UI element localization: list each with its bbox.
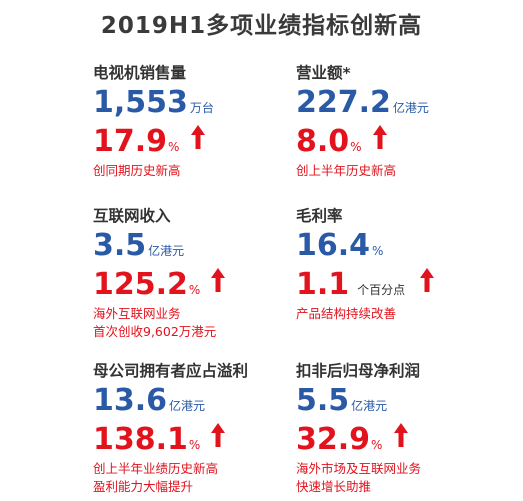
metric-note-line: 创上半年历史新高	[296, 163, 397, 178]
metric-value-row: 227.2 亿港元	[296, 84, 523, 122]
metric-note: 海外互联网业务 首次创收9,602万港元	[93, 305, 328, 341]
metric-value: 5.5	[296, 383, 350, 418]
up-arrow-icon	[211, 422, 226, 462]
metric-internet-revenue: 互联网收入 3.5 亿港元 125.2% 海外互联网业务 首次创收9,602万港元	[93, 205, 328, 341]
metric-note-line: 海外互联网业务	[93, 306, 181, 321]
metric-note-line: 创同期历史新高	[93, 163, 181, 178]
metric-growth: 8.0	[296, 124, 350, 159]
metric-growth-unit: %	[188, 438, 201, 452]
up-arrow-icon	[190, 124, 205, 164]
metric-growth: 1.1	[296, 267, 350, 302]
metric-growth-unit: %	[168, 140, 180, 154]
metric-growth-row: 8.0%	[296, 122, 523, 162]
metric-label: 母公司拥有者应占溢利	[93, 362, 249, 380]
metric-value-unit: 亿港元	[148, 244, 185, 258]
metric-label: 毛利率	[296, 207, 343, 225]
metric-value: 13.6	[93, 383, 168, 418]
metric-note: 创上半年历史新高	[296, 162, 523, 180]
metric-net-profit: 扣非后归母净利润 5.5 亿港元 32.9% 海外市场及互联网业务 快速增长助推	[296, 360, 523, 496]
metric-label: 电视机销售量	[93, 64, 187, 82]
metric-note-line: 首次创收9,602万港元	[93, 324, 217, 339]
metric-note-line: 海外市场及互联网业务	[296, 461, 422, 476]
metric-value-row: 1,553 万台	[93, 84, 328, 122]
metric-growth-row: 17.9%	[93, 122, 328, 162]
metric-value: 1,553	[93, 85, 188, 120]
metric-growth-row: 1.1 个百分点	[296, 265, 523, 305]
metric-note-line: 快速增长助推	[296, 479, 372, 494]
metric-note-line: 盈利能力大幅提升	[93, 479, 194, 494]
metric-value-row: 3.5 亿港元	[93, 227, 328, 265]
metric-note-line: 创上半年业绩历史新高	[93, 461, 219, 476]
metric-gross-margin: 毛利率 16.4% 1.1 个百分点 产品结构持续改善	[296, 205, 523, 323]
metric-value-row: 16.4%	[296, 227, 523, 265]
metric-growth-row: 32.9%	[296, 420, 523, 460]
metric-value: 3.5	[93, 228, 147, 263]
up-arrow-icon	[211, 267, 226, 307]
metric-value: 227.2	[296, 85, 391, 120]
metric-growth-unit: %	[371, 438, 383, 452]
metric-value-unit: %	[372, 244, 384, 258]
metric-label: 互联网收入	[93, 207, 171, 225]
metric-note: 产品结构持续改善	[296, 305, 523, 323]
metric-note-line: 产品结构持续改善	[296, 306, 397, 321]
metric-profit-attributable: 母公司拥有者应占溢利 13.6 亿港元 138.1% 创上半年业绩历史新高 盈利能…	[93, 360, 328, 496]
metric-label: 扣非后归母净利润	[296, 362, 421, 380]
metric-growth-unit: %	[188, 283, 201, 297]
metric-value-row: 5.5 亿港元	[296, 382, 523, 420]
metric-growth-row: 125.2%	[93, 265, 328, 305]
metric-note: 创上半年业绩历史新高 盈利能力大幅提升	[93, 460, 328, 496]
up-arrow-icon	[393, 422, 408, 462]
metric-growth: 17.9	[93, 124, 168, 159]
metric-growth: 125.2	[93, 267, 188, 302]
metric-tv-sales: 电视机销售量 1,553 万台 17.9% 创同期历史新高	[93, 62, 328, 180]
metric-growth: 138.1	[93, 422, 188, 457]
metric-value-unit: 万台	[189, 101, 214, 115]
up-arrow-icon	[372, 124, 387, 164]
metric-growth: 32.9	[296, 422, 371, 457]
page-title: 2019H1多项业绩指标创新高	[100, 13, 423, 39]
metric-value-unit: 亿港元	[351, 399, 388, 413]
metric-note: 海外市场及互联网业务 快速增长助推	[296, 460, 523, 496]
metric-value: 16.4	[296, 228, 371, 263]
metric-label: 营业额*	[296, 64, 351, 82]
up-arrow-icon	[420, 267, 435, 307]
metric-value-unit: 亿港元	[392, 101, 429, 115]
metric-value-unit: 亿港元	[169, 399, 206, 413]
metric-growth-unit: 个百分点	[357, 283, 406, 297]
metric-note: 创同期历史新高	[93, 162, 328, 180]
metric-revenue: 营业额* 227.2 亿港元 8.0% 创上半年历史新高	[296, 62, 523, 180]
metric-value-row: 13.6 亿港元	[93, 382, 328, 420]
metric-growth-row: 138.1%	[93, 420, 328, 460]
metric-growth-unit: %	[350, 140, 362, 154]
